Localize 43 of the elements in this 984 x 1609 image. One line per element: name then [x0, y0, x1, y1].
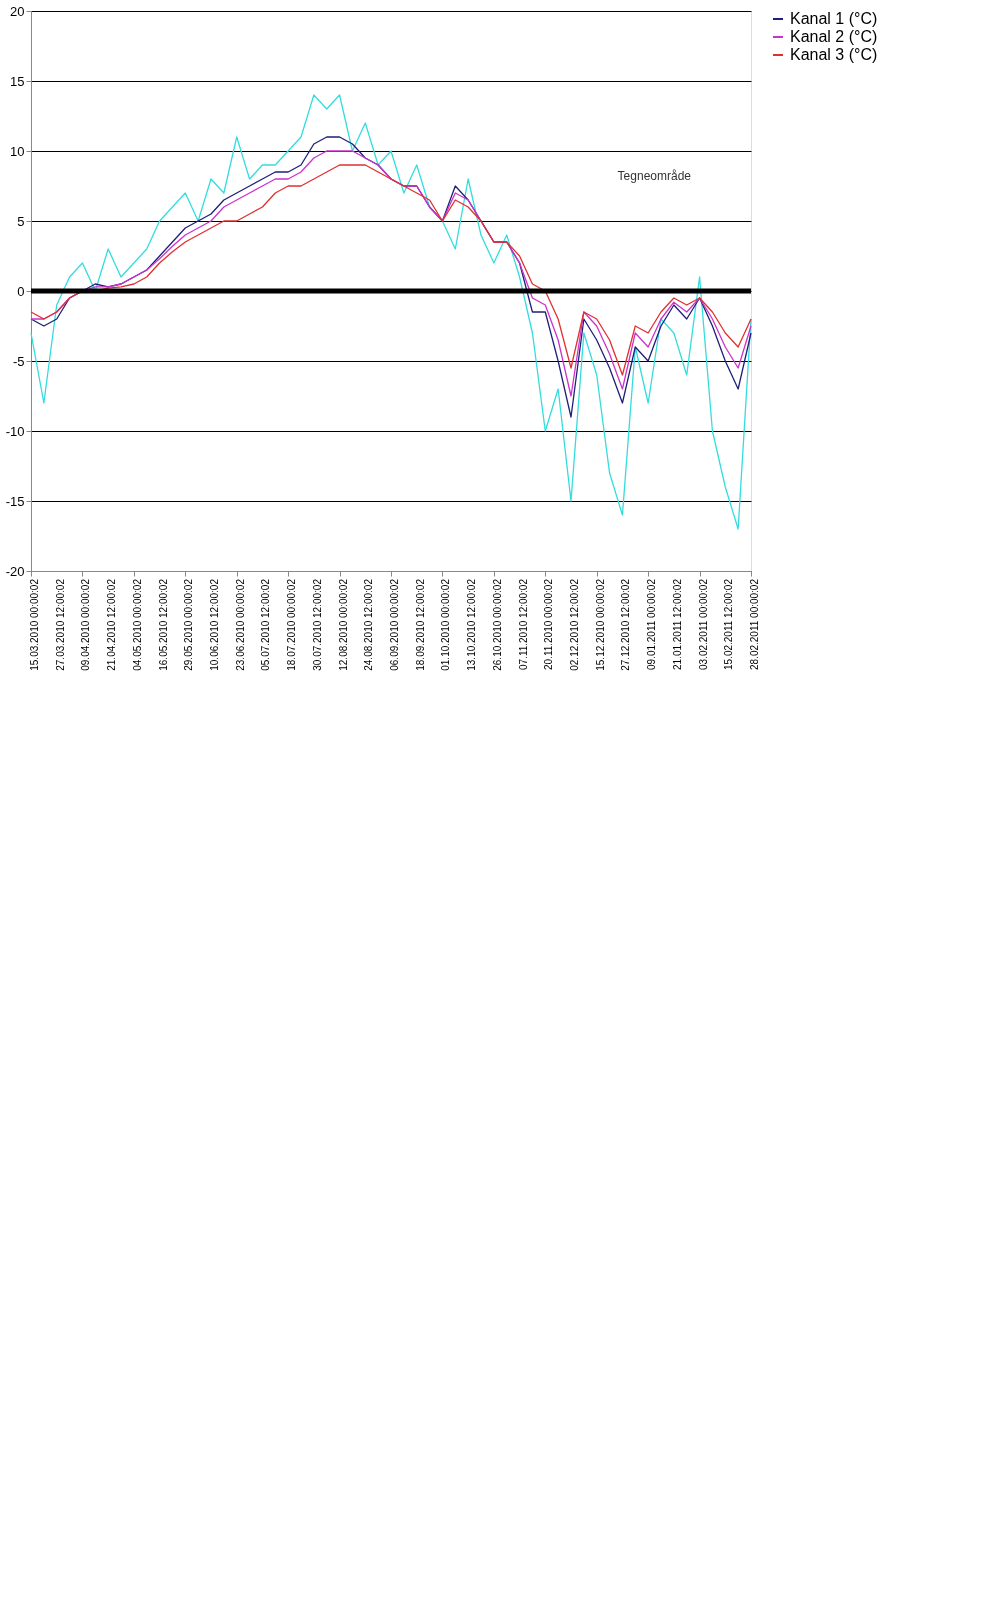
- y-tick-label: -5: [12, 353, 25, 369]
- x-tick-label: 01.10.2010 00:00:02: [440, 578, 452, 671]
- x-tick-label: 18.07.2010 00:00:02: [286, 578, 298, 671]
- y-tick-label: -20: [5, 563, 25, 579]
- legend-label: Kanal 3 (°C): [790, 46, 878, 63]
- x-tick-label: 05.07.2010 12:00:02: [260, 578, 272, 671]
- x-tick-label: 24.08.2010 12:00:02: [363, 578, 375, 671]
- legend-label: Kanal 1 (°C): [790, 10, 878, 27]
- y-tick-label: 0: [17, 283, 25, 299]
- x-tick-label: 27.03.2010 12:00:02: [54, 578, 66, 671]
- x-tick-label: 20.11.2010 00:00:02: [543, 578, 555, 671]
- x-tick-label: 02.12.2010 12:00:02: [569, 578, 580, 671]
- x-tick-label: 18.09.2010 12:00:02: [414, 578, 426, 671]
- x-tick-label: 06.09.2010 00:00:02: [389, 578, 400, 671]
- x-tick-label: 16.05.2010 12:00:02: [157, 578, 169, 671]
- x-tick-label: 09.01.2011 00:00:02: [646, 578, 658, 671]
- y-tick-label: 15: [10, 73, 25, 89]
- x-tick-label: 07.11.2010 12:00:02: [517, 578, 529, 671]
- annotation: Tegneområde: [617, 169, 692, 183]
- x-tick-label: 15.03.2010 00:00:02: [29, 578, 40, 671]
- x-tick-label: 10.06.2010 12:00:02: [209, 578, 220, 671]
- x-tick-label: 03.02.2011 00:00:02: [697, 578, 709, 671]
- x-tick-label: 30.07.2010 12:00:02: [311, 578, 323, 671]
- x-tick-label: 26.10.2010 00:00:02: [491, 578, 503, 671]
- x-tick-label: 28.02.2011 00:00:02: [749, 578, 760, 671]
- legend-label: Kanal 2 (°C): [790, 28, 878, 45]
- x-tick-label: 23.06.2010 00:00:02: [234, 578, 246, 671]
- x-tick-label: 04.05.2010 00:00:02: [131, 578, 143, 671]
- x-tick-label: 21.04.2010 12:00:02: [106, 578, 118, 671]
- y-tick-label: 20: [10, 3, 25, 19]
- y-tick-label: 5: [17, 213, 25, 229]
- x-tick-label: 29.05.2010 00:00:02: [183, 578, 195, 671]
- y-tick-label: -10: [5, 423, 25, 439]
- x-tick-label: 12.08.2010 00:00:02: [337, 578, 349, 671]
- x-tick-label: 09.04.2010 00:00:02: [80, 578, 92, 671]
- x-tick-label: 21.01.2011 12:00:02: [671, 578, 683, 671]
- y-tick-label: 10: [10, 143, 25, 159]
- x-tick-label: 13.10.2010 12:00:02: [466, 578, 478, 671]
- line-series: [30, 94, 752, 530]
- y-tick-label: -15: [5, 493, 25, 509]
- x-tick-label: 15.12.2010 00:00:02: [594, 578, 606, 671]
- x-tick-label: 15.02.2011 12:00:02: [723, 578, 735, 671]
- x-tick-label: 27.12.2010 12:00:02: [620, 578, 632, 671]
